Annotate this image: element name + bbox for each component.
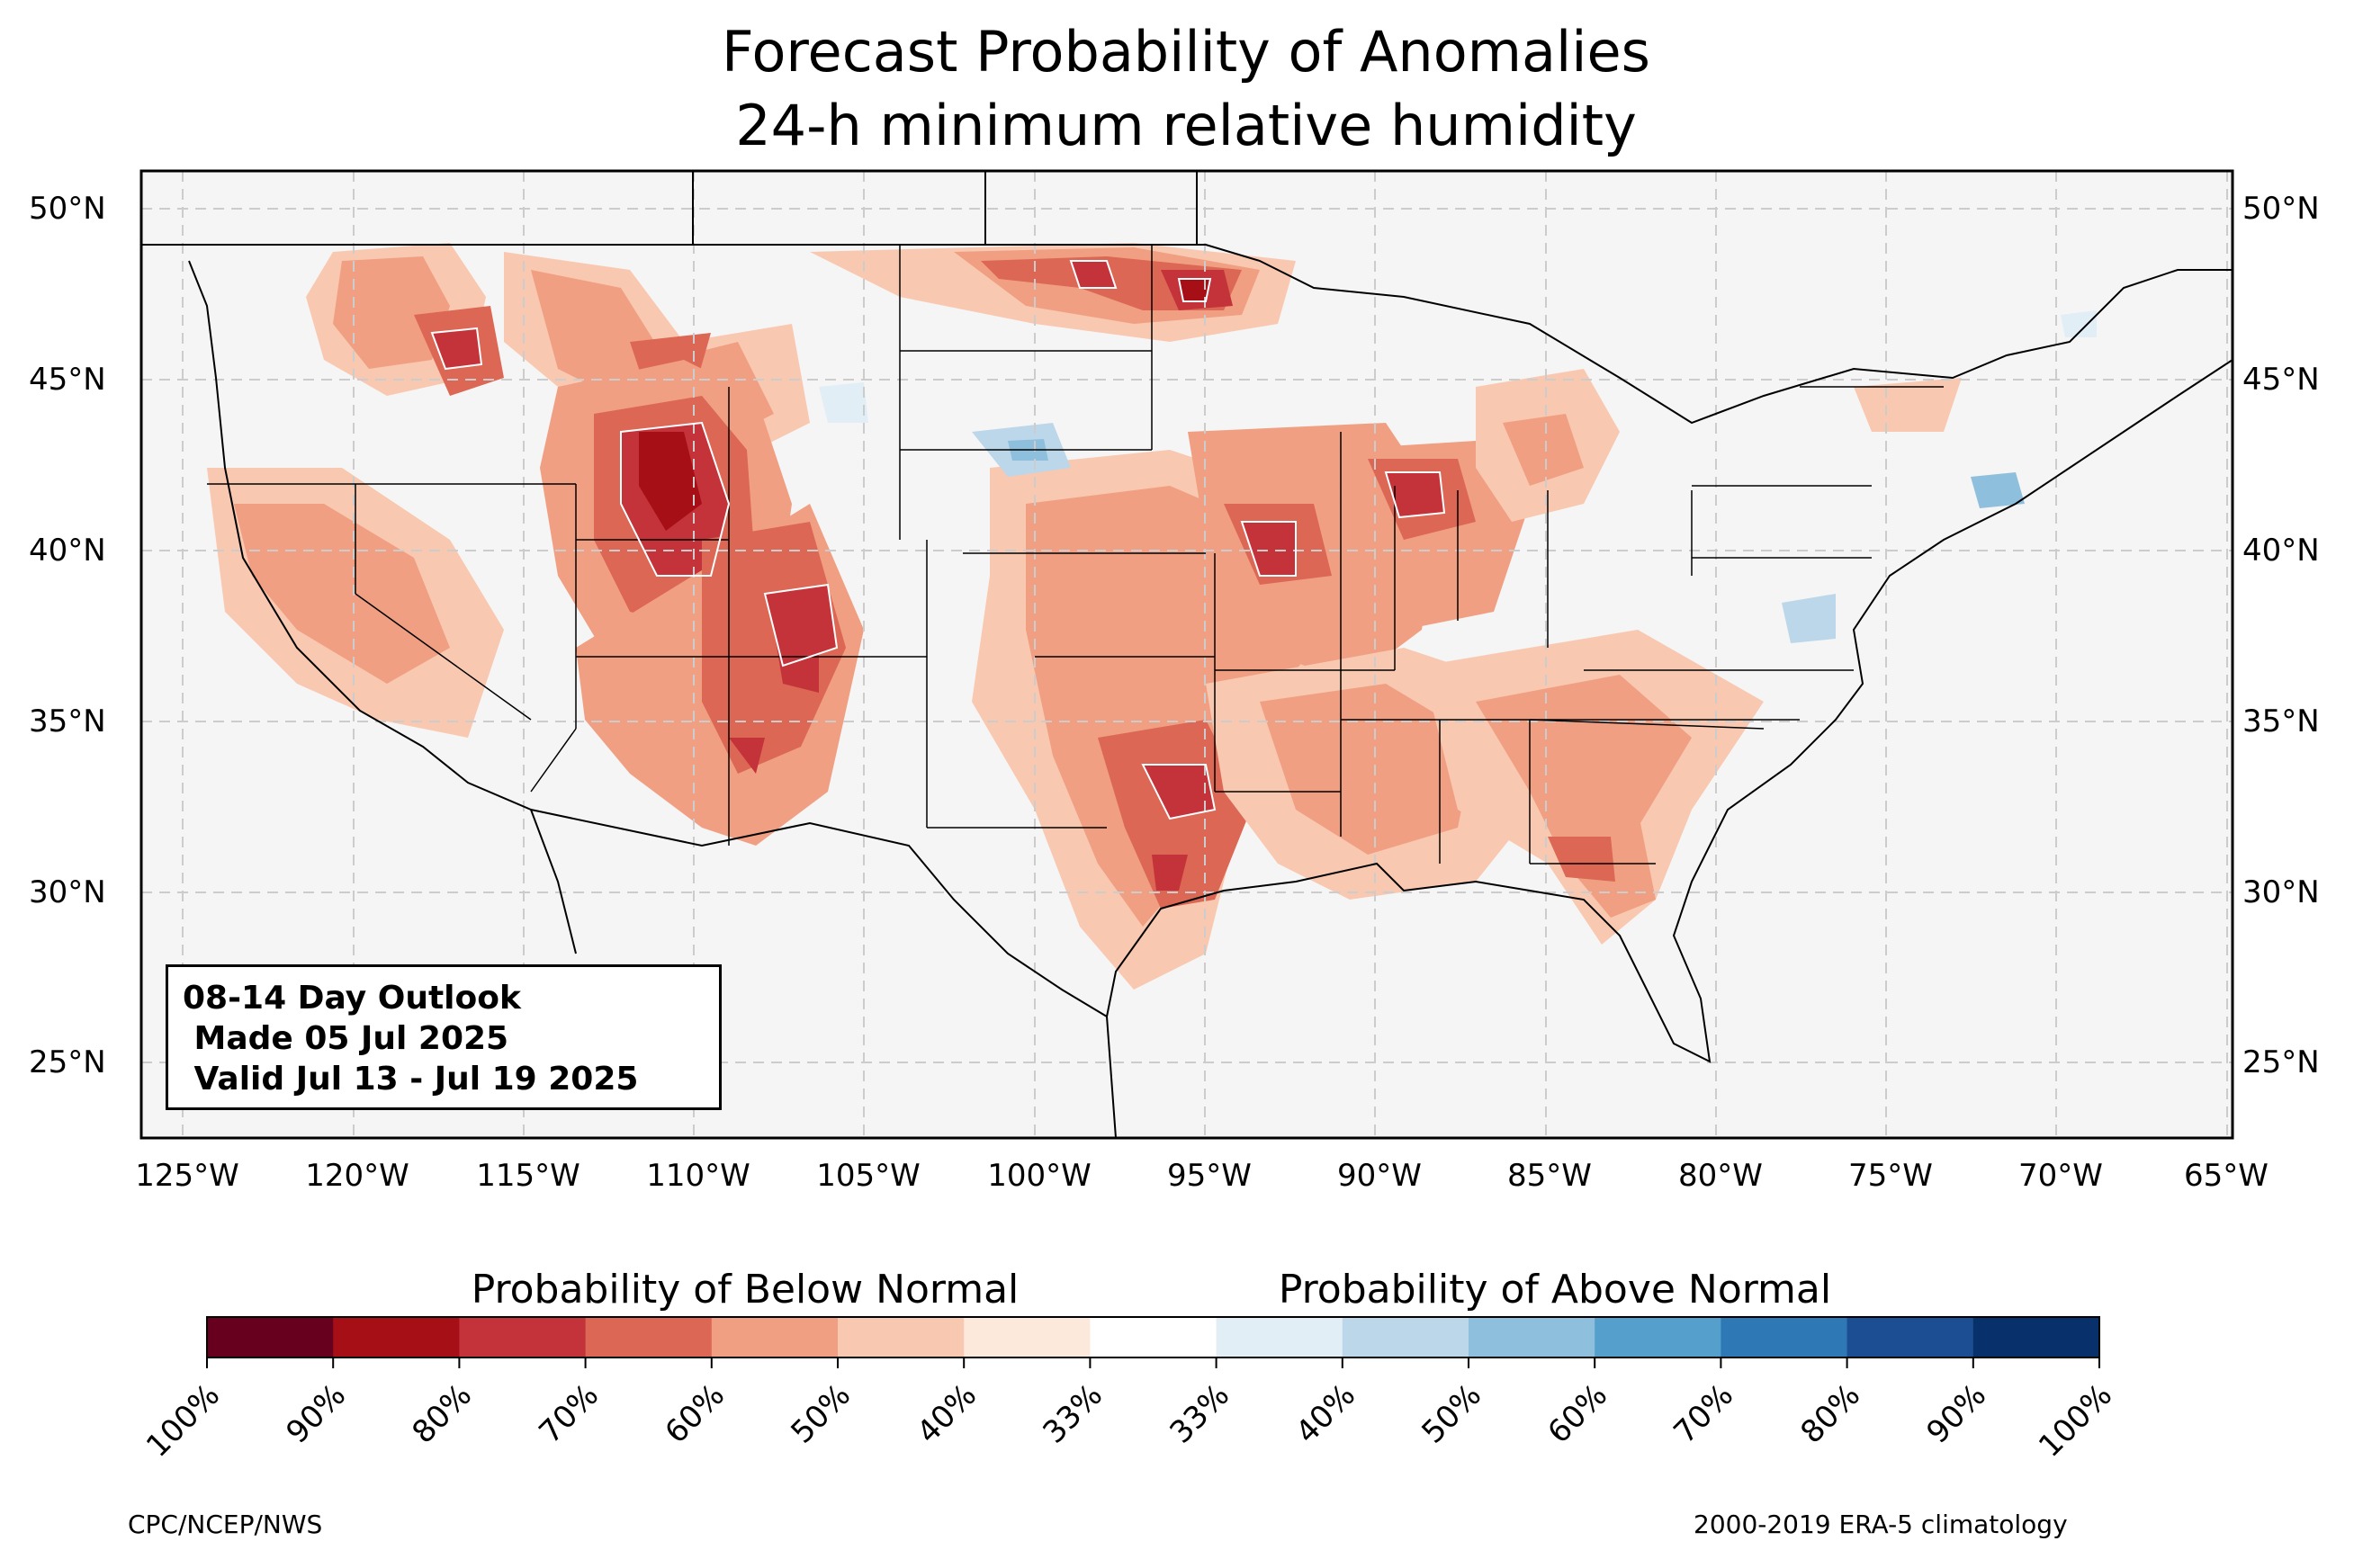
colorbar-segment — [1846, 1317, 1974, 1357]
lat-label: 45°N — [29, 362, 106, 398]
lat-label: 50°N — [29, 191, 106, 227]
colorbar-segment — [964, 1317, 1091, 1357]
lat-label: 35°N — [29, 703, 106, 739]
colorbar-segment — [1972, 1317, 2100, 1357]
outlook-made-date: Made 05 Jul 2025 — [183, 1020, 509, 1057]
colorbar-segment — [1216, 1317, 1343, 1357]
lat-label: 25°N — [2242, 1044, 2320, 1080]
map-frame — [139, 169, 2234, 1140]
lat-label: 50°N — [2242, 191, 2320, 227]
below-normal-shading — [207, 243, 1962, 990]
lat-label: 45°N — [2242, 362, 2320, 398]
lat-label: 30°N — [2242, 874, 2320, 910]
lon-label: 95°W — [1167, 1158, 1252, 1194]
colorbar-above-label: Probability of Above Normal — [1278, 1267, 1832, 1313]
colorbar — [206, 1316, 2100, 1368]
state-borders — [207, 245, 1944, 865]
lon-label: 65°W — [2184, 1158, 2269, 1194]
colorbar-segment — [585, 1317, 713, 1357]
lat-label: 30°N — [29, 874, 106, 910]
lat-label: 40°N — [29, 533, 106, 569]
outlook-period: 08-14 Day Outlook — [183, 980, 521, 1017]
colorbar-segment — [711, 1317, 839, 1357]
colorbar-segment — [333, 1317, 460, 1357]
colorbar-segment — [1595, 1317, 1721, 1357]
lon-label: 110°W — [646, 1158, 750, 1194]
lon-label: 105°W — [816, 1158, 921, 1194]
chart-title: Forecast Probability of Anomalies — [722, 19, 1650, 85]
colorbar-segment — [838, 1317, 965, 1357]
colorbar-segment — [459, 1317, 587, 1357]
colorbar-segment — [1090, 1317, 1217, 1357]
lon-label: 90°W — [1337, 1158, 1422, 1194]
lon-label: 80°W — [1678, 1158, 1763, 1194]
colorbar-segment — [1342, 1317, 1469, 1357]
lon-label: 70°W — [2018, 1158, 2103, 1194]
footer-climatology: 2000-2019 ERA-5 climatology — [1694, 1510, 2068, 1539]
lat-label: 25°N — [29, 1044, 106, 1080]
lon-label: 85°W — [1507, 1158, 1592, 1194]
colorbar-segment — [1721, 1317, 1848, 1357]
lon-label: 120°W — [305, 1158, 409, 1194]
colorbar-segment — [207, 1317, 334, 1357]
lon-label: 115°W — [476, 1158, 580, 1194]
lon-label: 75°W — [1848, 1158, 1933, 1194]
lat-label: 35°N — [2242, 703, 2320, 739]
lon-label: 125°W — [135, 1158, 239, 1194]
colorbar-frame — [206, 1316, 2100, 1358]
lon-label: 100°W — [987, 1158, 1092, 1194]
outlook-info-box: 08-14 Day Outlook Made 05 Jul 2025 Valid… — [166, 964, 722, 1110]
colorbar-below-label: Probability of Below Normal — [471, 1267, 1020, 1313]
country-borders — [141, 171, 2233, 1138]
outlook-valid-range: Valid Jul 13 - Jul 19 2025 — [183, 1061, 639, 1098]
footer-source: CPC/NCEP/NWS — [128, 1510, 323, 1539]
colorbar-segment — [1469, 1317, 1595, 1357]
chart-subtitle: 24-h minimum relative humidity — [735, 93, 1637, 158]
ocean-pacific — [141, 423, 576, 1138]
lat-label: 40°N — [2242, 533, 2320, 569]
contour-lines — [430, 260, 1446, 820]
